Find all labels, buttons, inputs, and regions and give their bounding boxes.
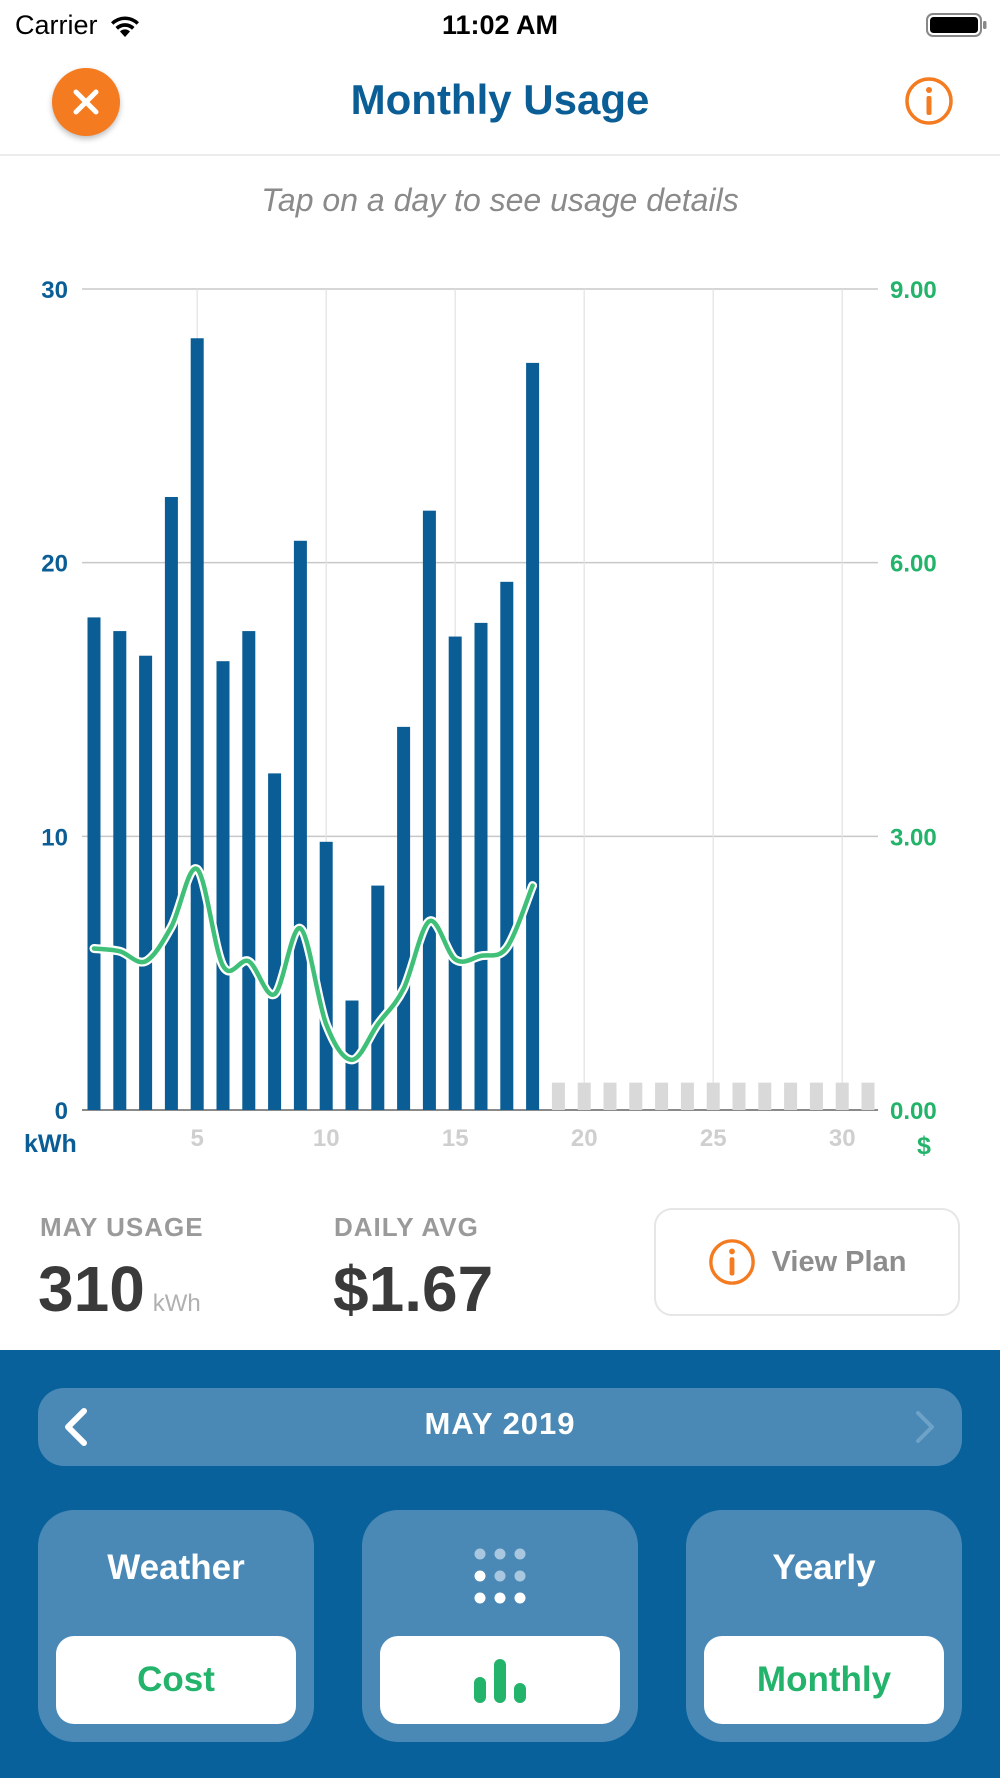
carrier-label: Carrier <box>15 10 98 40</box>
usage-bar[interactable] <box>422 510 436 1110</box>
future-bar <box>784 1082 798 1110</box>
usage-bar[interactable] <box>345 1000 359 1110</box>
usage-bar[interactable] <box>242 631 256 1110</box>
usage-bar[interactable] <box>526 362 540 1110</box>
future-bar <box>732 1082 746 1110</box>
chart-cost-line <box>89 864 538 1065</box>
usage-bar[interactable] <box>216 661 230 1110</box>
close-button[interactable] <box>52 68 120 136</box>
future-bar <box>835 1082 849 1110</box>
cost-toggle[interactable]: Cost <box>56 1636 296 1724</box>
x-tick-label: 10 <box>313 1125 340 1152</box>
y-left-tick-label: 10 <box>41 824 68 851</box>
view-plan-label: View Plan <box>771 1245 907 1278</box>
battery-icon <box>926 13 987 37</box>
daily-avg-label: DAILY AVG <box>334 1212 479 1242</box>
future-bar <box>809 1082 823 1110</box>
future-bar <box>551 1082 565 1110</box>
status-bar: Carrier 11:02 AM <box>0 0 1000 50</box>
view-plan-button[interactable]: View Plan <box>654 1208 960 1316</box>
x-tick-label: 20 <box>571 1125 598 1152</box>
view-mode-card <box>362 1510 638 1742</box>
usage-bar[interactable] <box>190 338 204 1110</box>
x-tick-label: 30 <box>829 1125 856 1152</box>
wifi-icon <box>110 15 139 37</box>
chart-bars[interactable] <box>87 338 875 1110</box>
future-bar <box>680 1082 694 1110</box>
y-left-tick-label: 30 <box>41 277 68 304</box>
usage-summary: MAY USAGE 310 kWh DAILY AVG $1.67 View Pl… <box>0 1200 1000 1350</box>
month-navigator: MAY 2019 <box>38 1388 962 1466</box>
future-bar <box>577 1082 591 1110</box>
future-bar <box>758 1082 772 1110</box>
bottom-panel: MAY 2019 Weather Cost Yearly Monthly <box>0 1350 1000 1778</box>
y-left-unit-label: kWh <box>24 1130 77 1158</box>
month-label: MAY 2019 <box>424 1406 576 1441</box>
usage-bar[interactable] <box>164 496 178 1110</box>
x-tick-label: 5 <box>191 1125 204 1152</box>
y-right-tick-label: 9.00 <box>890 277 937 304</box>
chart-labels: 0 0.00 10 3.00 20 6.00 30 9.00 5 10 15 20 25 30 kWh $ <box>24 277 937 1160</box>
grid-view-icon[interactable] <box>468 1546 532 1606</box>
future-bar <box>603 1082 617 1110</box>
page-title: Monthly Usage <box>350 76 650 123</box>
chevron-left-icon[interactable] <box>56 1406 96 1448</box>
x-tick-label: 25 <box>700 1125 727 1152</box>
y-right-tick-label: 3.00 <box>890 824 937 851</box>
future-bar <box>706 1082 720 1110</box>
weather-cost-card: Weather Cost <box>38 1510 314 1742</box>
monthly-toggle[interactable]: Monthly <box>704 1636 944 1724</box>
carrier-indicator: Carrier <box>15 10 142 41</box>
yearly-toggle[interactable]: Yearly <box>772 1548 876 1587</box>
usage-bar[interactable] <box>87 617 101 1110</box>
period-card: Yearly Monthly <box>686 1510 962 1742</box>
usage-bar[interactable] <box>139 655 153 1110</box>
y-left-tick-label: 20 <box>41 551 68 578</box>
info-icon[interactable] <box>904 76 954 126</box>
cost-line <box>91 866 535 1063</box>
future-bar <box>861 1082 875 1110</box>
usage-value: 310 <box>38 1253 145 1325</box>
usage-bar[interactable] <box>268 773 282 1110</box>
usage-bar[interactable] <box>448 636 462 1110</box>
future-bar <box>629 1082 643 1110</box>
info-icon <box>708 1239 755 1285</box>
usage-bar[interactable] <box>319 841 333 1110</box>
usage-bar[interactable] <box>500 581 514 1110</box>
usage-bar[interactable] <box>113 631 127 1110</box>
nav-bar: Monthly Usage <box>0 50 1000 156</box>
usage-value-group: 310 kWh <box>38 1252 201 1326</box>
y-right-unit-label: $ <box>917 1132 931 1160</box>
x-tick-label: 15 <box>442 1125 469 1152</box>
usage-bar[interactable] <box>371 885 385 1110</box>
y-left-tick-label: 0 <box>55 1098 68 1125</box>
status-time: 11:02 AM <box>441 10 559 40</box>
y-right-tick-label: 6.00 <box>890 551 937 578</box>
usage-hint: Tap on a day to see usage details <box>261 182 739 218</box>
usage-bar[interactable] <box>474 622 488 1110</box>
usage-bar[interactable] <box>397 726 411 1110</box>
usage-chart[interactable]: 0 0.00 10 3.00 20 6.00 30 9.00 5 10 15 20 25 30 kWh $ <box>0 250 1000 1170</box>
weather-toggle[interactable]: Weather <box>107 1548 245 1587</box>
usage-bar[interactable] <box>293 540 307 1110</box>
bar-chart-toggle[interactable] <box>380 1636 620 1724</box>
daily-avg-value: $1.67 <box>333 1253 494 1325</box>
y-right-tick-label: 0.00 <box>890 1098 937 1125</box>
close-icon <box>73 89 99 115</box>
usage-label: MAY USAGE <box>40 1212 204 1242</box>
future-bar <box>655 1082 669 1110</box>
usage-unit: kWh <box>152 1290 201 1317</box>
bar-chart-icon <box>474 1659 526 1703</box>
chevron-right-icon[interactable] <box>904 1406 944 1448</box>
